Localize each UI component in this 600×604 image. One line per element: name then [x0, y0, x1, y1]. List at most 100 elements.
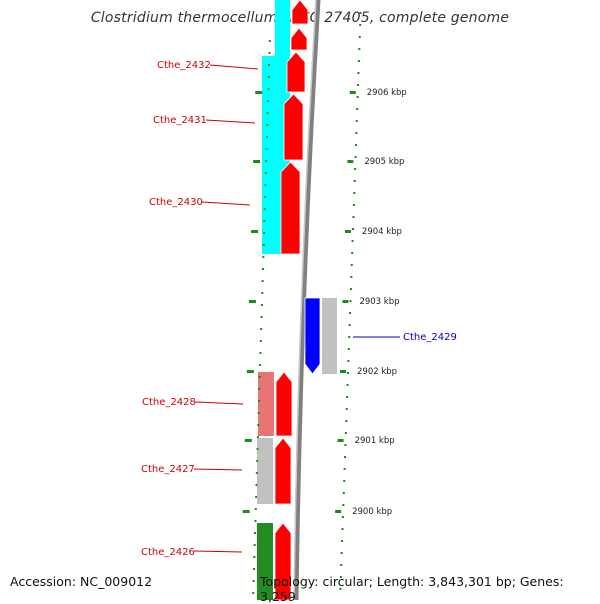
tick-label: 2900 kbp: [352, 507, 392, 517]
tick-dot: [348, 324, 351, 326]
cds-arrow-8: [274, 522, 292, 600]
gene-label: Cthe_2430: [149, 197, 203, 208]
major-tick: [347, 160, 354, 163]
major-tick-left: [246, 370, 254, 373]
tick-dot: [341, 516, 344, 518]
tick-dot: [347, 360, 350, 362]
major-tick: [335, 510, 342, 513]
tick-dot-left: [264, 184, 267, 186]
tick-dot: [357, 84, 360, 86]
tick-dot-left: [261, 292, 264, 294]
gene-leader-line: [205, 119, 256, 124]
tick-dot: [344, 432, 347, 434]
accession-text: Accession: NC_009012: [10, 574, 153, 589]
tick-dot-left: [259, 352, 262, 354]
tick-dot: [343, 480, 346, 482]
gene-label: Cthe_2432: [157, 60, 211, 71]
tick-dot: [339, 576, 342, 578]
gene-label: Cthe_2426: [141, 547, 195, 558]
gene-label: Cthe_2427: [141, 464, 195, 475]
tick-dot: [341, 540, 344, 542]
tick-dot: [344, 456, 347, 458]
tick-dot: [356, 96, 359, 98]
tick-dot: [344, 444, 347, 446]
tick-dot: [353, 192, 356, 194]
tick-dot: [339, 588, 342, 590]
cds-arrow-1: [291, 0, 309, 25]
tick-dot-left: [257, 412, 260, 414]
tick-label: 2904 kbp: [362, 227, 402, 237]
tick-dot: [346, 372, 349, 374]
gene-leader-line: [193, 550, 243, 553]
gene-label: Cthe_2429: [403, 332, 457, 343]
tick-dot-left: [262, 244, 265, 246]
tick-dot: [356, 108, 359, 110]
gene-leader-line: [194, 401, 244, 405]
cog-block-gray-1: [257, 438, 273, 504]
tick-dot-left: [263, 220, 266, 222]
major-tick: [337, 439, 344, 442]
tick-dot-left: [252, 580, 255, 582]
tick-dot-left: [260, 328, 263, 330]
cds-arrow-5: [280, 161, 301, 255]
gene-label: Cthe_2428: [142, 397, 196, 408]
tick-dot: [358, 48, 361, 50]
tick-dot: [340, 552, 343, 554]
tick-dot: [355, 132, 358, 134]
tick-dot-left: [255, 472, 258, 474]
tick-dot: [341, 528, 344, 530]
major-tick-left: [251, 230, 259, 233]
tick-dot: [349, 300, 352, 302]
tick-dot-left: [253, 556, 256, 558]
major-tick-left: [248, 300, 256, 303]
cog-block-top-cyan: [275, 0, 290, 56]
major-tick: [344, 230, 351, 233]
major-tick: [340, 370, 347, 373]
tick-dot: [351, 240, 354, 242]
tick-dot: [352, 228, 355, 230]
tick-label: 2902 kbp: [357, 367, 397, 377]
tick-dot-left: [267, 76, 270, 78]
tick-dot: [354, 144, 357, 146]
cog-block-green: [257, 523, 273, 600]
tick-dot-left: [256, 436, 259, 438]
tick-dot: [350, 276, 353, 278]
tick-dot-left: [252, 592, 255, 594]
cds-arrow-3: [286, 51, 306, 93]
tick-dot-left: [268, 52, 271, 54]
cds-arrow-4: [283, 93, 304, 161]
tick-label: 2905 kbp: [364, 157, 404, 167]
tick-dot: [354, 156, 357, 158]
tick-dot-left: [260, 316, 263, 318]
tick-dot: [350, 264, 353, 266]
tick-dot-left: [259, 340, 262, 342]
tick-dot: [359, 24, 362, 26]
tick-dot: [351, 252, 354, 254]
tick-dot: [349, 288, 352, 290]
cds-arrow-9: [304, 297, 321, 375]
gene-leader-line: [193, 468, 243, 471]
tick-dot: [343, 468, 346, 470]
major-tick-left: [244, 439, 252, 442]
tick-dot: [347, 348, 350, 350]
tick-dot-left: [257, 424, 260, 426]
tick-label: 2903 kbp: [359, 297, 399, 307]
gene-leader-line: [209, 64, 259, 70]
tick-dot-left: [259, 364, 262, 366]
tick-dot-left: [266, 112, 269, 114]
backbone-highlight: [293, 0, 317, 600]
major-tick: [349, 91, 356, 94]
tick-dot-left: [264, 172, 267, 174]
major-tick: [342, 300, 349, 303]
tick-dot-left: [258, 388, 261, 390]
gene-leader-line: [201, 201, 251, 206]
tick-dot: [345, 408, 348, 410]
tick-dot-left: [255, 484, 258, 486]
tick-dot: [359, 12, 362, 14]
tick-dot-left: [258, 400, 260, 402]
major-tick-left: [253, 160, 261, 163]
tick-dot-left: [265, 160, 268, 162]
tick-dot: [353, 180, 356, 182]
tick-dot-left: [268, 40, 271, 42]
